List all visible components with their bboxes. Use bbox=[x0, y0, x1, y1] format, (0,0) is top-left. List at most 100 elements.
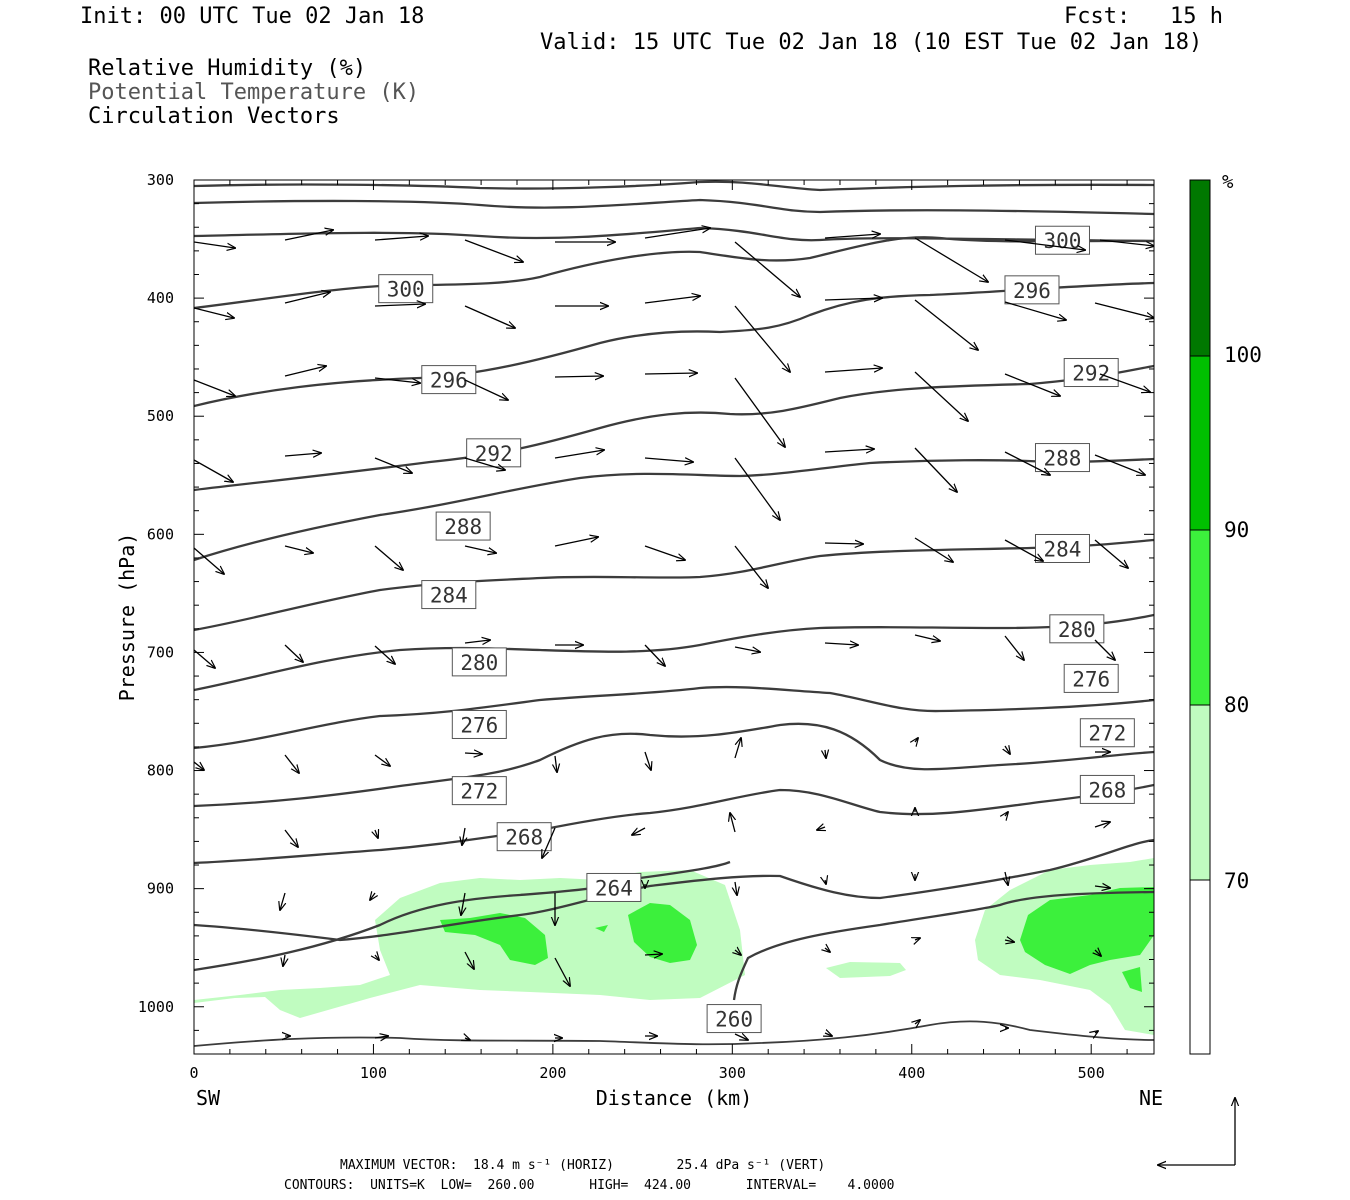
vector-arrow bbox=[1095, 1031, 1098, 1033]
theta-contour-312 bbox=[194, 180, 1154, 192]
circulation-vectors bbox=[194, 228, 1154, 1040]
theta-contour-260-east bbox=[732, 890, 1154, 1001]
contour-label: 280 bbox=[451, 647, 507, 677]
vector-arrow bbox=[554, 957, 570, 986]
relative-humidity-shading bbox=[194, 858, 1154, 1035]
contour-label-value: 288 bbox=[444, 515, 482, 539]
vector-arrow bbox=[824, 298, 882, 300]
contours-note: CONTOURS: UNITS=K LOW= 260.00 HIGH= 424.… bbox=[284, 1178, 895, 1193]
theta-contour-near-surface bbox=[194, 1020, 1154, 1047]
contour-label: 276 bbox=[451, 709, 507, 739]
vector-arrow bbox=[825, 1033, 832, 1036]
y-axis-label: Pressure (hPa) bbox=[115, 533, 139, 702]
vector-arrow bbox=[284, 829, 298, 847]
contour-label: 300 bbox=[378, 274, 434, 304]
x-tick-label: 100 bbox=[360, 1064, 387, 1082]
vector-arrow bbox=[284, 292, 330, 304]
colorbar-band-80 bbox=[1190, 530, 1210, 705]
y-tick-label: 500 bbox=[147, 407, 174, 425]
vector-arrow bbox=[734, 377, 785, 447]
contour-label-value: 300 bbox=[387, 278, 425, 302]
contour-label: 292 bbox=[466, 438, 522, 468]
vector-arrow bbox=[1004, 635, 1024, 660]
vector-arrow bbox=[734, 305, 790, 372]
legend-rh: Relative Humidity (%) bbox=[88, 56, 367, 81]
vector-arrow bbox=[825, 948, 830, 952]
theta-contour-264 bbox=[194, 838, 1154, 942]
vector-arrow bbox=[464, 305, 515, 328]
vector-arrow bbox=[915, 1020, 920, 1024]
valid-time: Valid: 15 UTC Tue 02 Jan 18 (10 EST Tue … bbox=[540, 30, 1203, 55]
vector-arrow bbox=[1094, 822, 1110, 827]
vector-arrow bbox=[194, 241, 235, 248]
vector-arrow bbox=[194, 307, 234, 318]
colorbar-label-70: 70 bbox=[1224, 869, 1249, 893]
x-tick-label: 500 bbox=[1078, 1064, 1105, 1082]
vector-arrow bbox=[284, 545, 313, 553]
vector-arrow bbox=[1004, 940, 1014, 942]
vector-arrow bbox=[554, 376, 603, 377]
potential-temperature-contours bbox=[194, 180, 1154, 1047]
vector-arrow bbox=[644, 751, 651, 770]
x-tick-label: 0 bbox=[189, 1064, 198, 1082]
vector-arrow bbox=[194, 459, 233, 482]
vector-arrow bbox=[914, 447, 957, 492]
vector-arrow bbox=[824, 643, 858, 645]
colorbar-unit: % bbox=[1222, 171, 1234, 193]
vector-arrow bbox=[914, 237, 988, 282]
y-tick-label: 300 bbox=[147, 171, 174, 189]
vector-arrow bbox=[1004, 373, 1060, 396]
rh-70-region-west bbox=[194, 870, 745, 1018]
vector-arrow bbox=[374, 754, 390, 766]
vector-arrow bbox=[734, 241, 800, 297]
contour-label-value: 296 bbox=[1013, 279, 1051, 303]
vector-arrow bbox=[1005, 746, 1010, 754]
contour-label: 288 bbox=[1034, 443, 1090, 473]
vector-arrow bbox=[374, 236, 428, 240]
vector-arrow bbox=[284, 366, 326, 377]
contour-label: 280 bbox=[1049, 614, 1105, 644]
rh-80-core-a bbox=[440, 913, 548, 965]
contour-label: 272 bbox=[451, 776, 507, 806]
contour-label: 288 bbox=[435, 511, 491, 541]
vector-arrow bbox=[824, 368, 882, 372]
vector-arrow bbox=[374, 645, 395, 664]
vector-arrow bbox=[817, 827, 825, 830]
vector-arrow bbox=[464, 457, 505, 470]
contour-label-value: 264 bbox=[595, 876, 633, 900]
x-axis-left-end-label: SW bbox=[196, 1086, 221, 1110]
colorbar-band-70 bbox=[1190, 705, 1210, 880]
rh-80-core-east bbox=[1020, 887, 1154, 974]
contour-label-value: 292 bbox=[1072, 362, 1110, 386]
vector-arrow bbox=[1005, 871, 1008, 885]
vector-arrow bbox=[734, 738, 741, 759]
contour-label-value: 288 bbox=[1044, 447, 1082, 471]
vector-arrow bbox=[194, 761, 204, 770]
vector-arrow bbox=[1004, 451, 1050, 475]
colorbar-band-below bbox=[1190, 880, 1210, 1054]
vector-arrow bbox=[824, 449, 874, 452]
vector-arrow bbox=[644, 458, 693, 462]
vector-arrow bbox=[825, 880, 826, 884]
colorbar: % 100 90 80 70 bbox=[1189, 171, 1262, 1055]
plot-frame bbox=[193, 179, 1155, 1055]
theta-contour-308 bbox=[194, 198, 1154, 216]
contour-label: 272 bbox=[1079, 718, 1135, 748]
vector-arrow bbox=[1094, 454, 1145, 475]
vector-arrow bbox=[374, 545, 403, 570]
contour-label: 260 bbox=[706, 1004, 762, 1034]
contour-label: 268 bbox=[1079, 774, 1135, 804]
colorbar-band-90 bbox=[1190, 356, 1210, 530]
vector-arrow bbox=[1094, 302, 1154, 318]
vector-arrow bbox=[464, 239, 523, 262]
contour-label-value: 268 bbox=[1088, 778, 1126, 802]
rh-80-patch-east bbox=[1122, 967, 1142, 992]
contour-label: 264 bbox=[586, 872, 642, 902]
contour-label-value: 272 bbox=[460, 780, 498, 804]
colorbar-label-80: 80 bbox=[1224, 693, 1249, 717]
vector-arrow bbox=[734, 1034, 748, 1040]
vector-arrow bbox=[1099, 239, 1154, 246]
contour-label-value: 260 bbox=[715, 1008, 753, 1032]
contour-label: 284 bbox=[421, 580, 477, 610]
